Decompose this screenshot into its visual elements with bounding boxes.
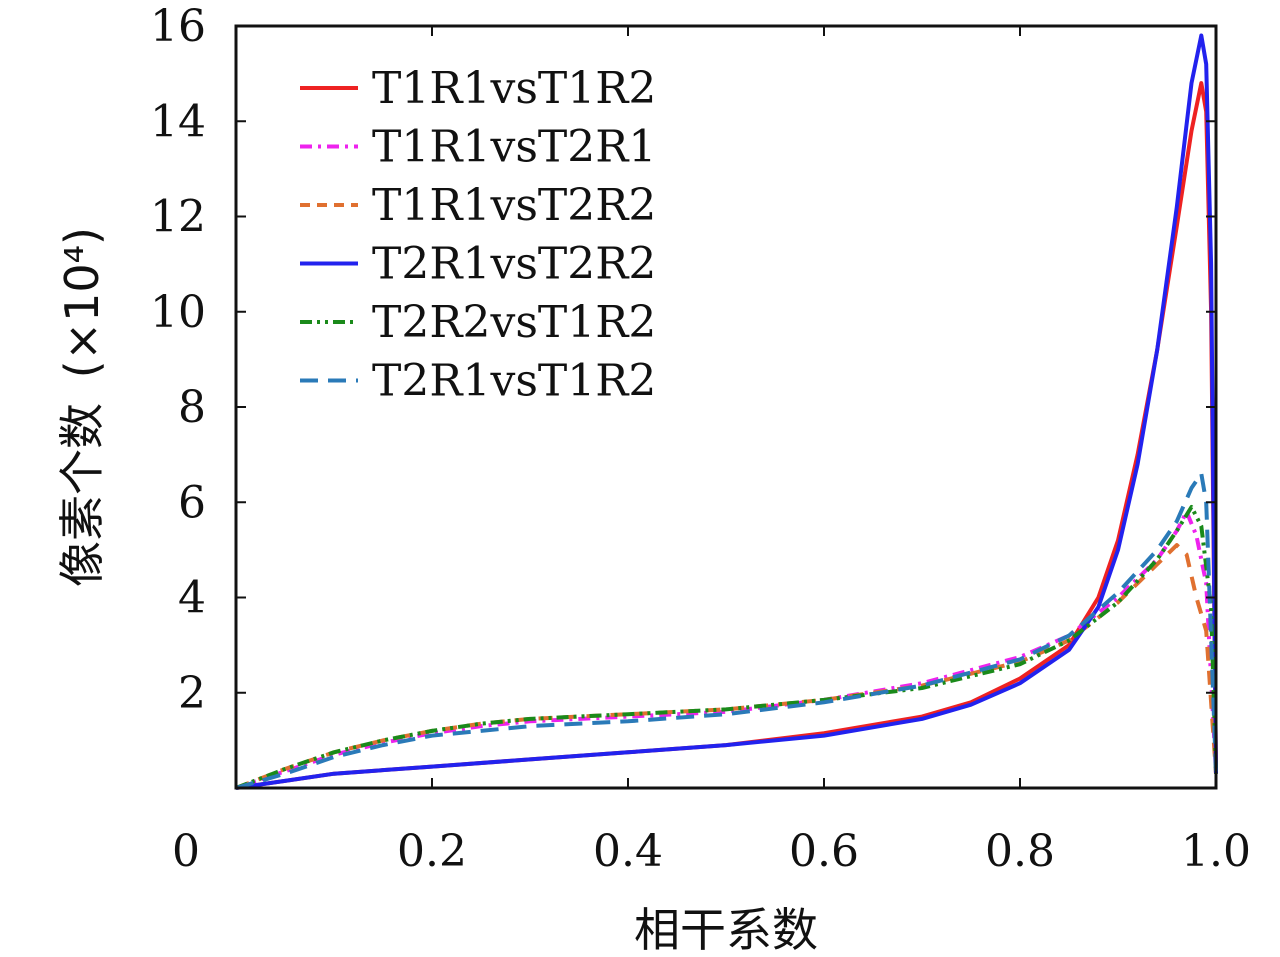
series-line-T2R1vsT1R2 — [235, 471, 1218, 790]
x-tick-label: 1.0 — [1181, 826, 1251, 877]
y-tick-label: 8 — [178, 382, 206, 433]
y-tick-label: 10 — [150, 287, 206, 338]
y-axis-label-text: 像素个数 — [55, 403, 109, 587]
legend-item: T1R1vsT2R1 — [300, 122, 656, 173]
x-tick-label: 0 — [172, 826, 200, 877]
x-tick-label: 0.8 — [985, 826, 1055, 877]
y-tick-label: 4 — [178, 573, 206, 624]
x-tick-label: 0.6 — [789, 826, 859, 877]
y-tick-label: 2 — [178, 668, 206, 719]
legend-label: T2R1vsT2R2 — [372, 239, 656, 290]
legend-label: T2R2vsT1R2 — [372, 297, 656, 348]
y-tick-label: 12 — [150, 192, 206, 243]
legend-label: T1R1vsT1R2 — [372, 63, 656, 114]
y-tick-label: 16 — [150, 1, 206, 52]
y-axis-label: 像素个数 (×10⁴) — [55, 227, 109, 587]
y-tick-label: 6 — [178, 477, 206, 528]
series-layer — [235, 33, 1218, 790]
series-line-T1R1vsT2R1 — [235, 509, 1218, 790]
legend-item: T1R1vsT2R2 — [300, 180, 656, 231]
series-line-T1R1vsT2R2 — [235, 543, 1218, 790]
ticks-layer: 0 0.2 0.4 0.6 0.8 1.0 2 4 6 8 10 12 14 16 — [150, 1, 1251, 877]
x-tick-label: 0.4 — [593, 826, 663, 877]
legend-item: T2R1vsT2R2 — [300, 239, 656, 290]
x-axis-label: 相干系数 — [634, 903, 818, 957]
series-line-T2R2vsT1R2 — [235, 505, 1218, 790]
legend-item: T1R1vsT1R2 — [300, 63, 656, 114]
y-axis-label-unit: (×10⁴) — [55, 227, 109, 378]
legend-label: T2R1vsT1R2 — [372, 356, 656, 407]
series-line-T2R1vsT2R2 — [235, 33, 1218, 790]
legend-item: T2R2vsT1R2 — [300, 297, 656, 348]
legend: T1R1vsT1R2 T1R1vsT2R1 T1R1vsT2R2 T2R1vsT2R2… — [300, 63, 656, 407]
x-tick-label: 0.2 — [397, 826, 467, 877]
y-tick-label: 14 — [150, 96, 206, 147]
legend-item: T2R1vsT1R2 — [300, 356, 656, 407]
legend-label: T1R1vsT2R1 — [372, 122, 656, 173]
legend-label: T1R1vsT2R2 — [372, 180, 656, 231]
